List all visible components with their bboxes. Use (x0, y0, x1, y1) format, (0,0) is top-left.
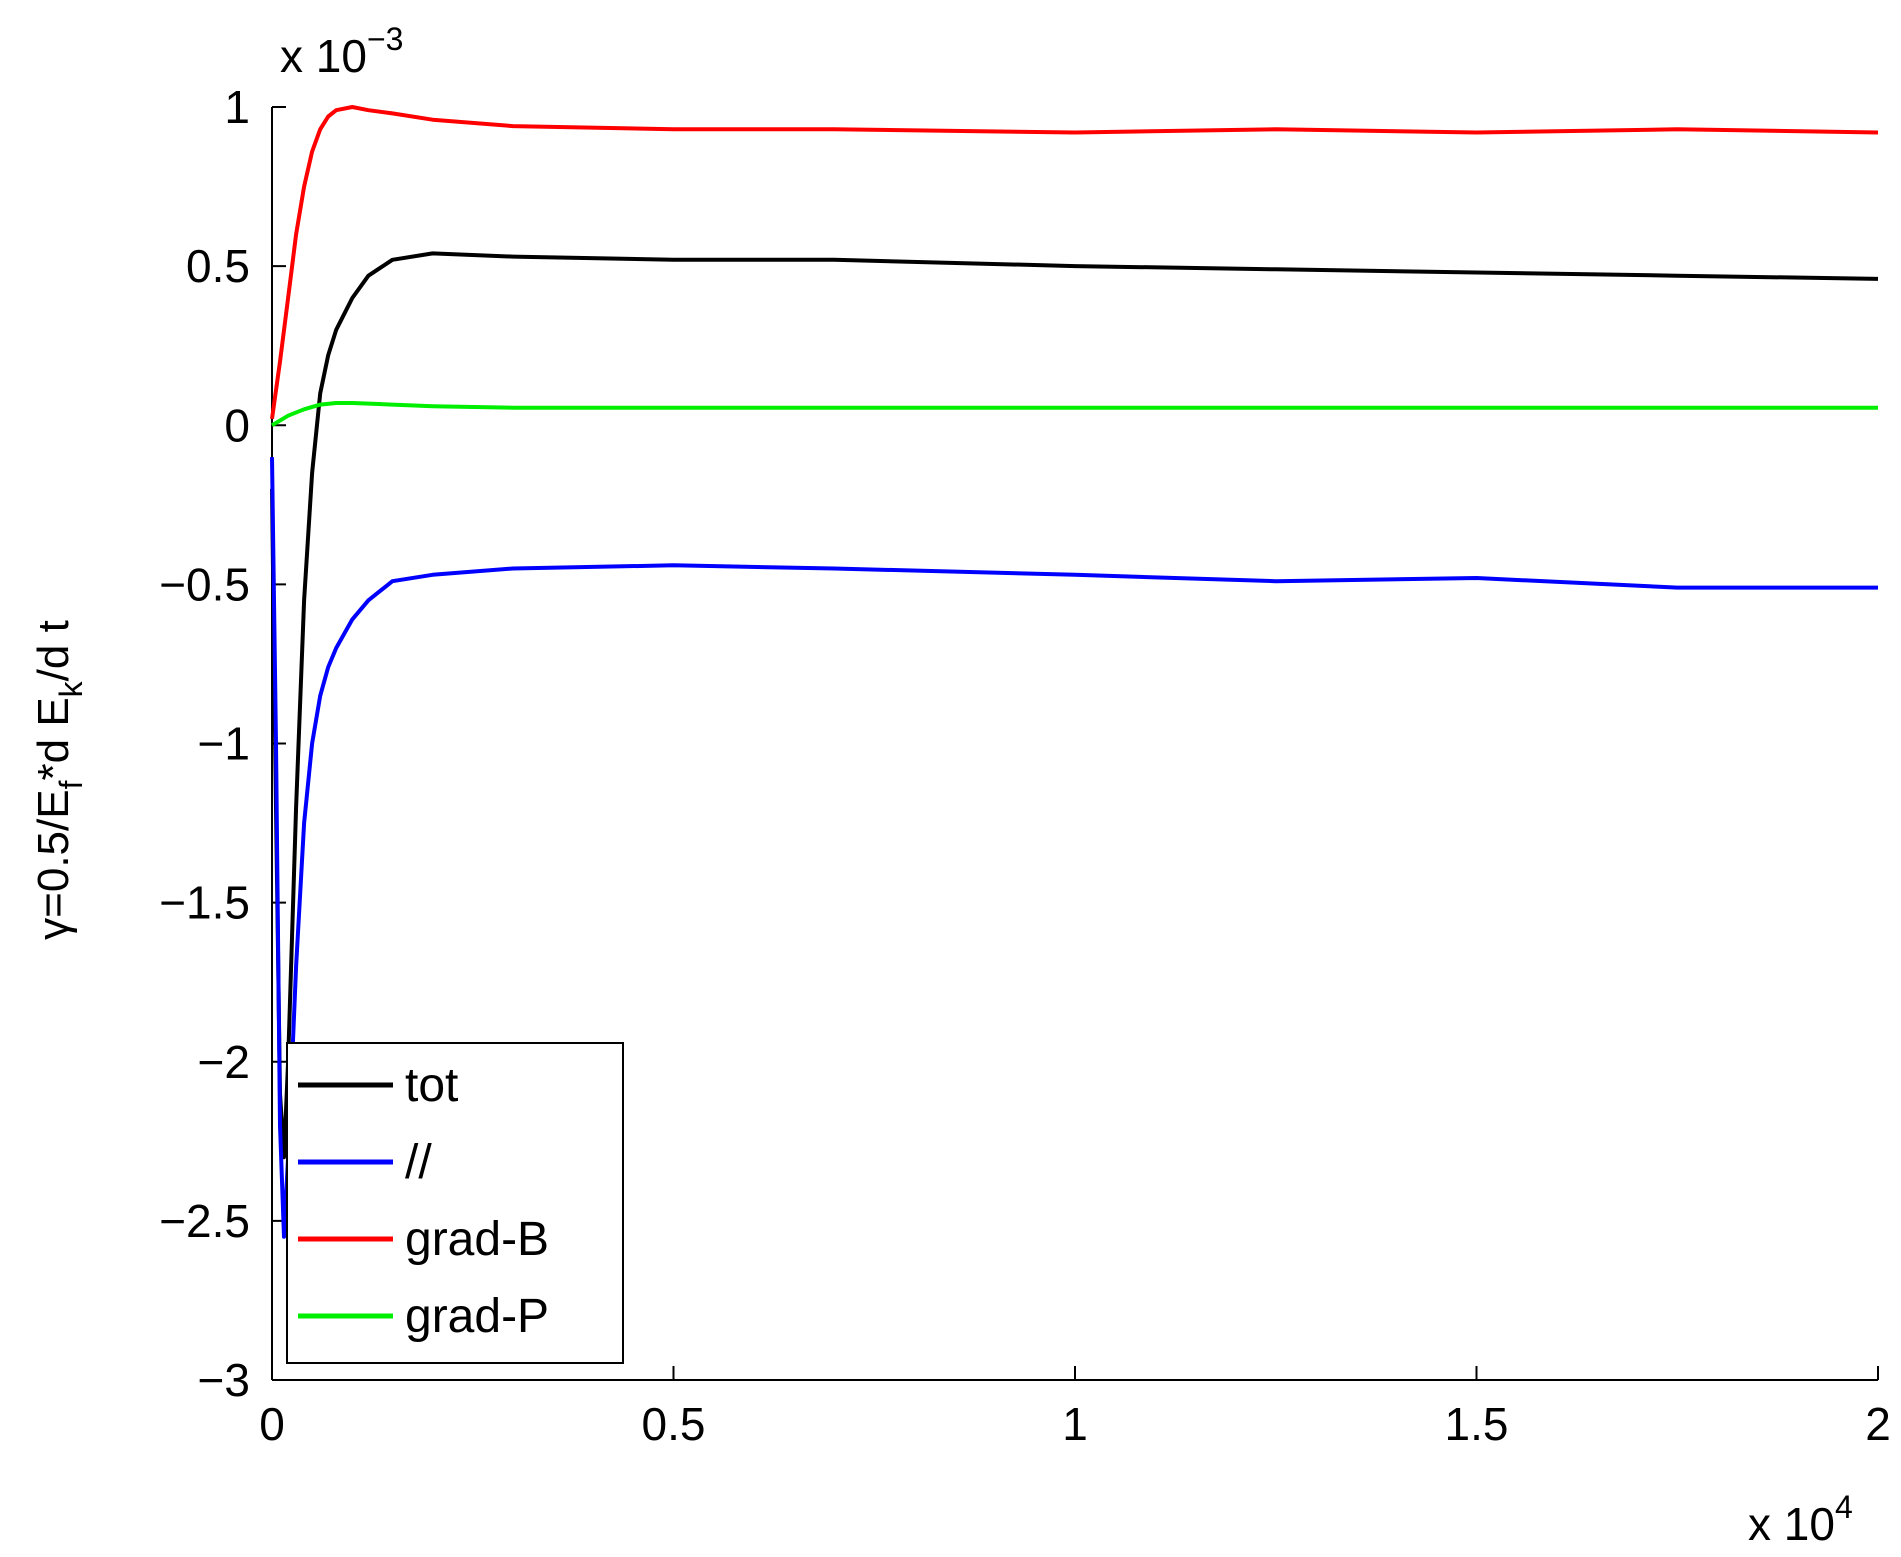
x-tick-label: 2 (1865, 1398, 1891, 1450)
legend-box (286, 1042, 624, 1364)
legend-entry: // (405, 1136, 432, 1189)
y-tick-label: −2 (198, 1036, 250, 1088)
x-tick-label: 0 (259, 1398, 285, 1450)
y-multiplier: x 10−3 (280, 21, 403, 82)
series-line-grad-P (270, 401, 1878, 428)
x-multiplier: x 104 (1748, 1489, 1853, 1550)
x-tick-label: 1 (1062, 1398, 1088, 1450)
y-ticks: 1 0.5 0 −0.5 −1 −1.5 −2 −2.5 −3 (159, 81, 286, 1406)
y-tick-label: −2.5 (159, 1195, 250, 1247)
y-axis-label: γ=0.5/Ef*d Ek/d t (29, 620, 89, 940)
y-tick-label: −1.5 (159, 877, 250, 929)
x-tick-label: 1.5 (1445, 1398, 1509, 1450)
legend-entry: tot (405, 1059, 458, 1112)
x-tick-label: 0.5 (642, 1398, 706, 1450)
x-ticks: 0 0.5 1 1.5 2 (259, 1366, 1891, 1450)
y-tick-label: 0 (224, 399, 250, 451)
y-tick-label: −3 (198, 1354, 250, 1406)
y-tick-label: 1 (224, 81, 250, 133)
legend-entry: grad-B (405, 1213, 549, 1266)
series-line-grad-B (270, 105, 1879, 420)
y-tick-label: −1 (198, 718, 250, 770)
legend-entry: grad-P (405, 1290, 549, 1343)
y-tick-label: −0.5 (159, 558, 250, 610)
legend: tot // grad-B grad-P (286, 1042, 624, 1364)
y-tick-label: 0.5 (186, 240, 250, 292)
